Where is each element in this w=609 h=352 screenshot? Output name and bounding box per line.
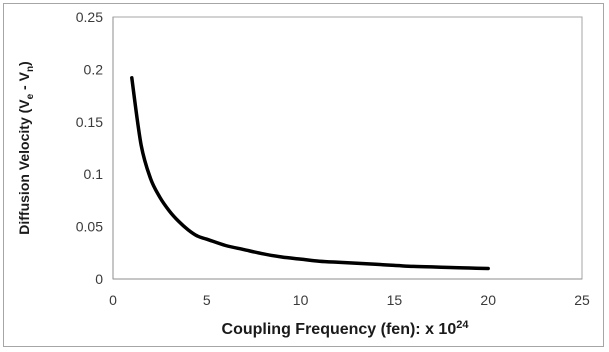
- series-line: [130, 76, 490, 271]
- y-axis-title: Diffusion Velocity (Ve - Vn): [16, 61, 36, 234]
- x-tick-label: 25: [574, 292, 590, 308]
- x-axis-title: Coupling Frequency (fen): x 1024: [222, 319, 470, 338]
- x-tick-label: 0: [109, 292, 117, 308]
- y-tick-label: 0.15: [76, 114, 103, 130]
- x-tick-label: 20: [480, 292, 496, 308]
- y-tick-labels: 0 0.05 0.1 0.15 0.2 0.25: [76, 9, 103, 287]
- y-tick-label: 0.2: [84, 61, 104, 77]
- x-tick-label: 5: [203, 292, 211, 308]
- y-tick-label: 0.25: [76, 9, 103, 25]
- x-tick-label: 10: [293, 292, 309, 308]
- y-tick-label: 0.1: [84, 166, 104, 182]
- plot-area: [112, 16, 583, 280]
- y-tick-label: 0: [95, 271, 103, 287]
- x-tick-label: 15: [387, 292, 403, 308]
- y-tick-label: 0.05: [76, 219, 103, 235]
- x-tick-labels: 0 5 10 15 20 25: [109, 292, 590, 308]
